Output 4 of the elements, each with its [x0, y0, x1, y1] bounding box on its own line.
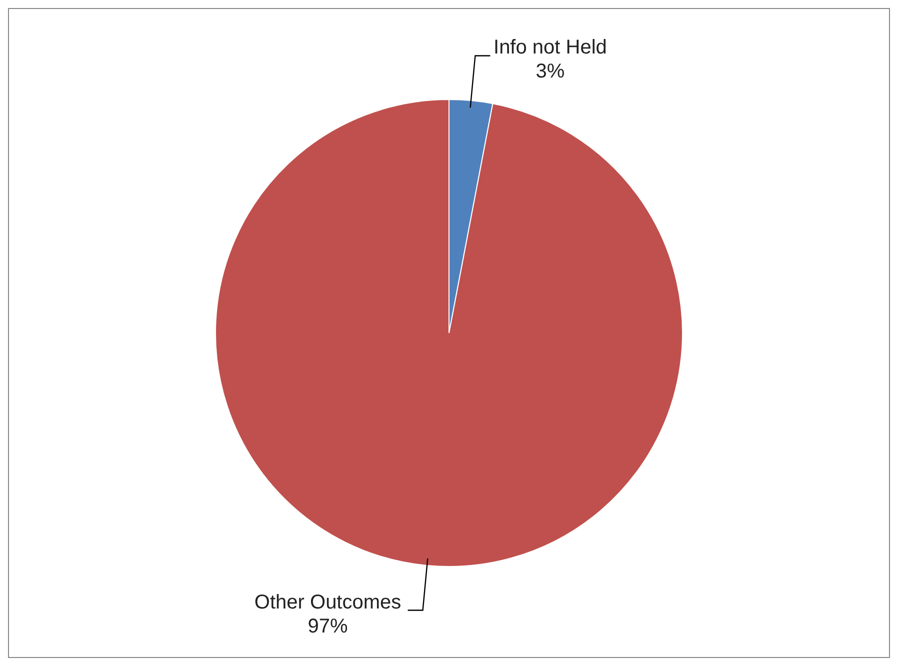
slice-label: Other Outcomes [254, 591, 402, 614]
data-label: 3% [536, 60, 565, 83]
slice-label: Info not Held [494, 36, 607, 59]
data-label: 97% [308, 615, 348, 638]
